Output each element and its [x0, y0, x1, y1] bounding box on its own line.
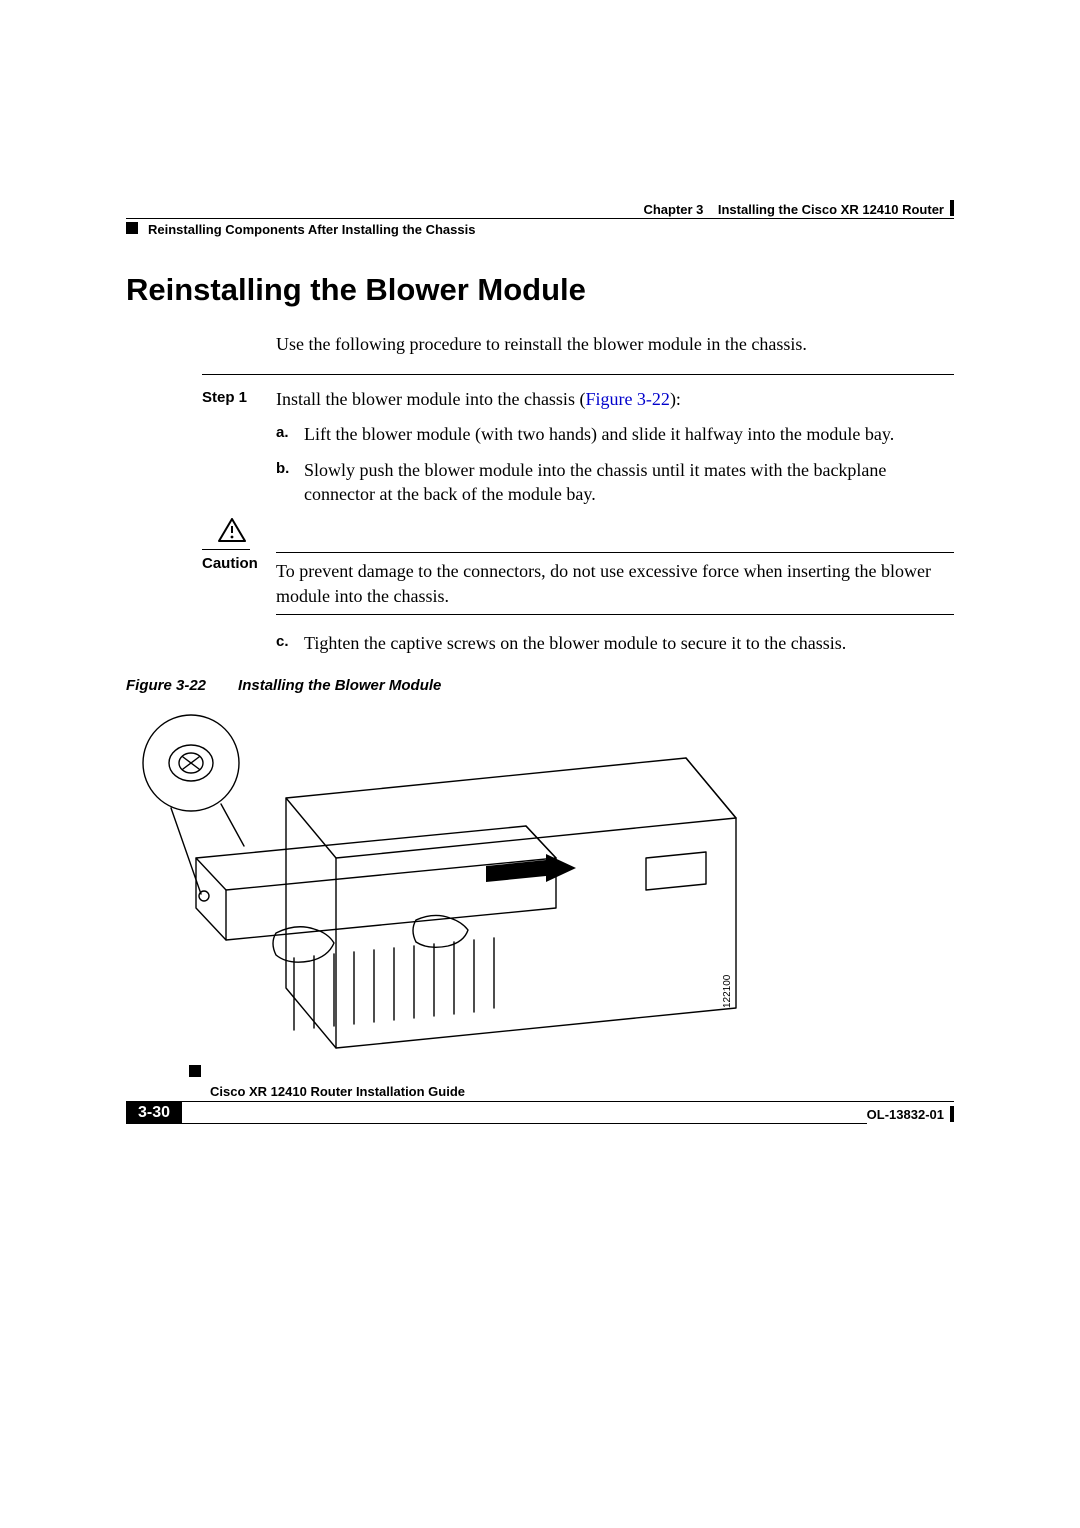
step-text-before: Install the blower module into the chass…: [276, 389, 585, 409]
substep-text: Tighten the captive screws on the blower…: [304, 631, 954, 655]
footer-end-bar-icon: [950, 1106, 954, 1122]
substep-b: b. Slowly push the blower module into th…: [276, 458, 954, 507]
footer-block-icon: [189, 1065, 201, 1077]
warning-triangle-icon: [218, 518, 246, 547]
substep-marker: a.: [276, 422, 304, 446]
chapter-label: Chapter 3: [643, 202, 703, 217]
caution-block: Caution To prevent damage to the connect…: [202, 518, 954, 615]
page-footer: Cisco XR 12410 Router Installation Guide…: [126, 1083, 954, 1124]
substep-a: a. Lift the blower module (with two hand…: [276, 422, 954, 446]
header-chapter: Chapter 3 Installing the Cisco XR 12410 …: [643, 202, 944, 217]
section-title: Reinstalling the Blower Module: [126, 272, 954, 308]
page-number: 3-30: [126, 1102, 182, 1124]
caution-text: To prevent damage to the connectors, do …: [276, 553, 954, 614]
caution-icon-rule: [202, 549, 250, 550]
chapter-title: Installing the Cisco XR 12410 Router: [718, 202, 944, 217]
step-label: Step 1: [202, 387, 276, 411]
caution-bottom-rule: [276, 614, 954, 615]
header-block-icon: [126, 222, 138, 234]
caution-label: Caution: [202, 553, 276, 572]
substep-c: c. Tighten the captive screws on the blo…: [276, 631, 954, 655]
footer-mid-rule: [182, 1102, 867, 1124]
step-text: Install the blower module into the chass…: [276, 387, 954, 411]
figure-image-id: 122100: [722, 975, 733, 1009]
header-section-path: Reinstalling Components After Installing…: [148, 222, 475, 237]
page-content: Reinstalling the Blower Module Use the f…: [126, 272, 954, 1059]
step-text-after: ):: [670, 389, 681, 409]
footer-row: 3-30 OL-13832-01: [126, 1102, 954, 1124]
step-sublist-after-caution: c. Tighten the captive screws on the blo…: [276, 631, 954, 655]
substep-marker: b.: [276, 458, 304, 507]
figure-title: Installing the Blower Module: [238, 677, 441, 694]
figure-number: Figure 3-22: [126, 677, 206, 694]
intro-paragraph: Use the following procedure to reinstall…: [276, 332, 954, 356]
header-rule: [126, 218, 954, 219]
step-top-rule: [202, 374, 954, 375]
footer-guide-title: Cisco XR 12410 Router Installation Guide: [206, 1084, 469, 1099]
document-number: OL-13832-01: [867, 1107, 950, 1124]
step-1: Step 1 Install the blower module into th…: [126, 387, 954, 411]
substep-text: Slowly push the blower module into the c…: [304, 458, 954, 507]
substep-text: Lift the blower module (with two hands) …: [304, 422, 954, 446]
figure-reference-link[interactable]: Figure 3-22: [585, 389, 670, 409]
caution-icon-wrap: [202, 518, 262, 550]
caution-row: Caution To prevent damage to the connect…: [202, 553, 954, 614]
step-sublist: a. Lift the blower module (with two hand…: [276, 422, 954, 507]
substep-marker: c.: [276, 631, 304, 655]
figure-caption: Figure 3-22 Installing the Blower Module: [126, 677, 954, 694]
figure-illustration: 122100: [126, 708, 742, 1054]
header-end-bar-icon: [950, 200, 954, 216]
